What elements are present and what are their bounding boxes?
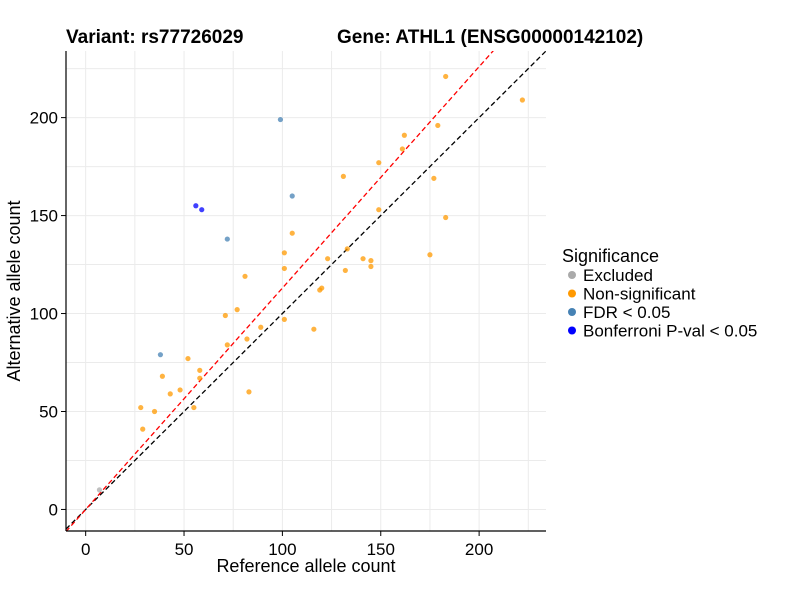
legend-key (568, 308, 576, 316)
data-point (289, 230, 295, 236)
data-point (519, 97, 525, 103)
data-point (342, 267, 348, 274)
data-point (157, 352, 164, 358)
data-point (340, 173, 346, 179)
x-axis-title: Reference allele count (216, 556, 395, 576)
reference-lines (66, 51, 546, 531)
data-point (258, 324, 264, 330)
gene-title: Gene: ATHL1 (ENSG00000142102) (337, 27, 643, 48)
y-axis-title: Alternative allele count (4, 200, 24, 381)
data-point (96, 487, 103, 493)
data-point (185, 355, 191, 362)
legend: Significance ExcludedNon-significantFDR … (562, 246, 757, 341)
data-point (311, 326, 317, 332)
data-point (191, 404, 197, 411)
x-tick-label: 100 (268, 540, 296, 559)
y-tick-label: 200 (30, 109, 58, 128)
reference-line-0 (66, 51, 546, 530)
data-point (281, 316, 287, 323)
legend-label: Non-significant (583, 285, 696, 304)
data-point (376, 207, 382, 213)
data-point (224, 236, 230, 242)
data-point (177, 387, 183, 393)
legend-label: Bonferroni P-val < 0.05 (583, 322, 757, 341)
data-point (399, 146, 405, 152)
data-point (281, 265, 287, 272)
y-tick-label: 50 (39, 402, 58, 421)
data-point (443, 214, 449, 221)
data-point (246, 389, 252, 395)
data-point (197, 375, 203, 381)
data-point (281, 250, 287, 256)
data-point (197, 367, 203, 373)
data-point (199, 207, 205, 213)
data-point (277, 116, 284, 123)
legend-label: FDR < 0.05 (583, 303, 670, 322)
data-point (167, 391, 173, 397)
legend-key (568, 271, 576, 279)
data-point (138, 404, 144, 411)
data-point (401, 132, 407, 138)
data-point (159, 373, 165, 379)
data-point (234, 307, 240, 313)
data-point (222, 312, 228, 319)
data-point (317, 287, 323, 293)
x-axis-ticks: 0 50 100 150 200 (81, 531, 493, 559)
reference-line-1 (66, 51, 494, 531)
data-point (244, 336, 250, 342)
legend-key (568, 289, 576, 298)
legend-label: Excluded (583, 266, 653, 285)
data-point (368, 258, 374, 264)
data-point (435, 122, 441, 129)
y-tick-label: 0 (49, 500, 58, 519)
y-axis-ticks: 0 50 100 150 200 (30, 109, 66, 519)
data-point (193, 203, 199, 209)
data-point (427, 252, 433, 258)
data-points (96, 73, 525, 493)
data-point (344, 246, 350, 252)
data-point (151, 408, 158, 415)
data-point (242, 273, 248, 279)
plot-panel (66, 51, 546, 531)
x-tick-label: 150 (367, 540, 395, 559)
y-tick-label: 150 (30, 207, 58, 226)
gridlines (66, 51, 546, 531)
legend-title: Significance (562, 246, 659, 266)
x-tick-label: 0 (81, 540, 90, 559)
data-point (431, 175, 437, 181)
data-point (140, 426, 146, 432)
variant-title: Variant: rs77726029 (66, 27, 243, 48)
x-tick-label: 50 (175, 540, 194, 559)
y-tick-label: 100 (30, 305, 58, 324)
data-point (376, 160, 382, 166)
data-point (368, 263, 374, 270)
data-point (325, 256, 331, 262)
data-point (360, 256, 366, 262)
data-point (443, 73, 449, 80)
data-point (289, 193, 295, 199)
x-tick-label: 200 (465, 540, 493, 559)
data-point (224, 342, 230, 348)
legend-key (568, 326, 576, 335)
